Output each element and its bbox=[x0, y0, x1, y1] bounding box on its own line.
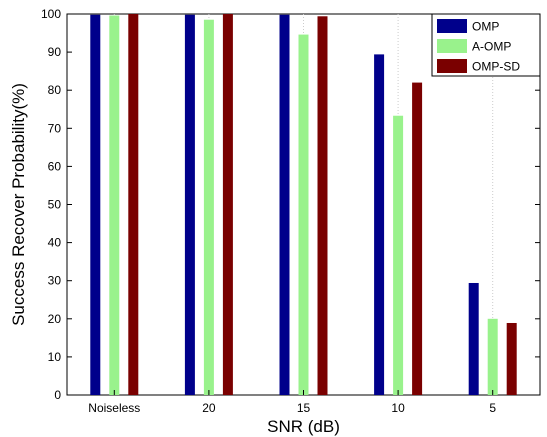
bar-omp-1 bbox=[184, 14, 195, 396]
bar-omp-0 bbox=[90, 14, 101, 396]
bar-a-omp-0 bbox=[109, 15, 120, 396]
x-axis-ticks: Noiseless 20 15 10 5 bbox=[88, 390, 496, 415]
bar-a-omp-3 bbox=[393, 115, 404, 396]
y-tick-label: 100 bbox=[41, 7, 61, 21]
y-tick-label: 60 bbox=[48, 159, 62, 173]
y-tick-label: 30 bbox=[48, 274, 62, 288]
legend: OMP A-OMP OMP-SD bbox=[431, 13, 541, 77]
bar-a-omp-2 bbox=[298, 34, 309, 395]
y-tick-label: 90 bbox=[48, 45, 62, 59]
bar-omp-sd-4 bbox=[506, 322, 517, 395]
y-tick-label: 70 bbox=[48, 121, 62, 135]
x-tick-label: 10 bbox=[391, 401, 405, 415]
x-tick-label: Noiseless bbox=[88, 401, 140, 415]
y-tick-label: 40 bbox=[48, 236, 62, 250]
bar-a-omp-4 bbox=[487, 318, 498, 395]
y-tick-label: 20 bbox=[48, 312, 62, 326]
bar-omp-3 bbox=[374, 54, 385, 396]
y-tick-label: 0 bbox=[54, 388, 61, 402]
legend-swatch-omp-sd bbox=[437, 59, 467, 73]
bar-omp-sd-2 bbox=[317, 16, 328, 395]
y-axis-ticks: 0 10 20 30 40 50 60 70 80 90 100 bbox=[41, 7, 540, 402]
legend-swatch-a-omp bbox=[437, 39, 467, 53]
y-tick-label: 80 bbox=[48, 83, 62, 97]
x-axis-label: SNR (dB) bbox=[267, 417, 340, 436]
legend-label-omp-sd: OMP-SD bbox=[472, 60, 520, 74]
legend-label-a-omp: A-OMP bbox=[472, 40, 511, 54]
x-tick-label: 5 bbox=[489, 401, 496, 415]
bar-omp-sd-0 bbox=[128, 14, 139, 395]
legend-label-omp: OMP bbox=[472, 20, 499, 34]
bars bbox=[90, 14, 517, 396]
bar-omp-sd-1 bbox=[222, 14, 233, 395]
bar-a-omp-1 bbox=[203, 19, 214, 396]
bar-omp-sd-3 bbox=[412, 82, 423, 395]
y-tick-label: 10 bbox=[48, 350, 62, 364]
y-tick-label: 50 bbox=[48, 198, 62, 212]
x-tick-label: 15 bbox=[297, 401, 311, 415]
x-tick-label: 20 bbox=[202, 401, 216, 415]
y-axis-label: Success Recover Probability(%) bbox=[9, 83, 28, 326]
bar-omp-2 bbox=[279, 14, 290, 396]
bar-omp-4 bbox=[468, 282, 479, 395]
legend-swatch-omp bbox=[437, 19, 467, 33]
